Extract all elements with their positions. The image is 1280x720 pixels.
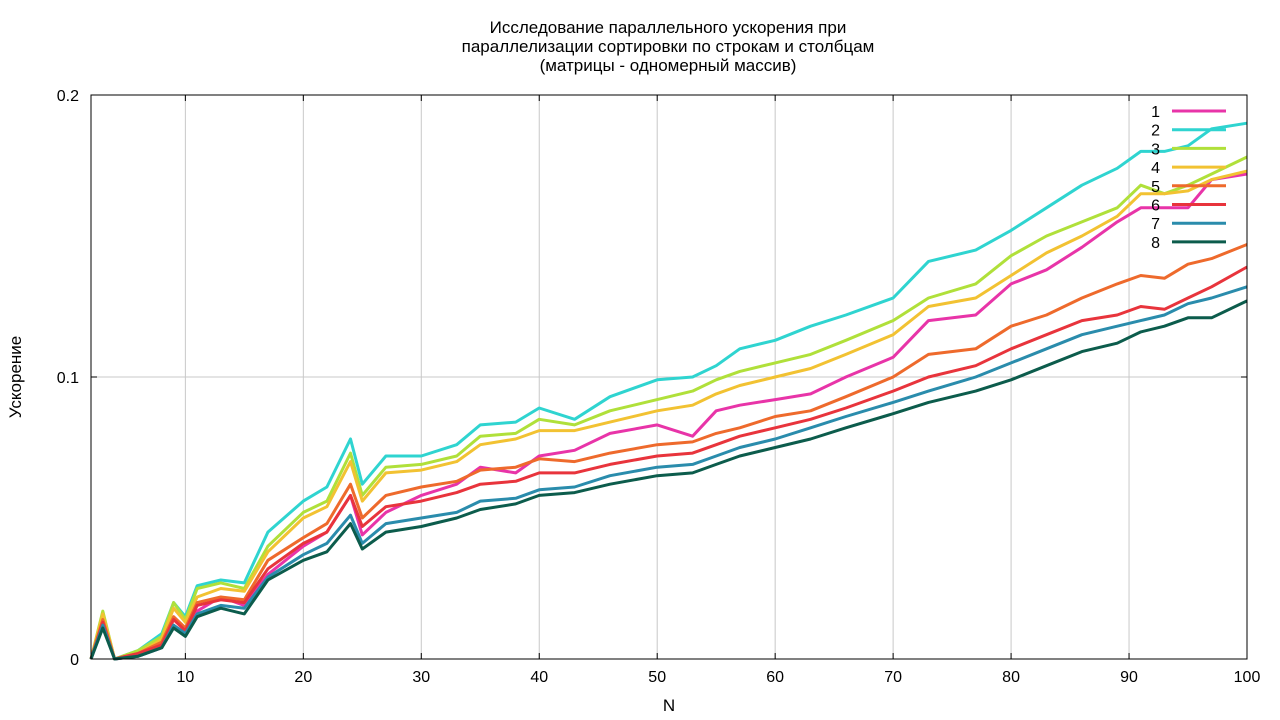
y-tick-label: 0.1 <box>57 370 79 387</box>
x-tick-label: 60 <box>766 669 784 686</box>
x-tick-label: 80 <box>1002 669 1020 686</box>
legend-label: 8 <box>1151 235 1160 252</box>
series-line-6 <box>89 265 1248 661</box>
x-tick-label: 20 <box>294 669 312 686</box>
chart-title-line: параллелизации сортировки по строкам и с… <box>462 37 875 56</box>
x-tick-label: 50 <box>648 669 666 686</box>
legend-label: 7 <box>1151 216 1160 233</box>
series-line-8 <box>89 299 1248 661</box>
legend-label: 1 <box>1151 104 1160 121</box>
x-axis-label: N <box>663 696 675 715</box>
x-tick-label: 30 <box>412 669 430 686</box>
x-tick-label: 70 <box>884 669 902 686</box>
legend-label: 5 <box>1151 179 1160 196</box>
series-line-5 <box>89 243 1248 661</box>
chart-title-line: Исследование параллельного ускорения при <box>490 18 847 37</box>
y-tick-label: 0 <box>70 652 79 669</box>
legend-label: 6 <box>1151 198 1160 215</box>
x-tick-label: 40 <box>530 669 548 686</box>
chart-title: Исследование параллельного ускорения при… <box>462 18 875 75</box>
legend-label: 4 <box>1151 160 1160 177</box>
series-line-7 <box>89 285 1248 661</box>
series-line-4 <box>89 169 1248 661</box>
x-tick-label: 100 <box>1234 669 1261 686</box>
series-lines <box>89 121 1248 661</box>
x-tick-label: 90 <box>1120 669 1138 686</box>
legend-label: 2 <box>1151 123 1160 140</box>
series-line-3 <box>89 155 1248 661</box>
x-tick-label: 10 <box>176 669 194 686</box>
axis-ticks: 10 20 30 40 50 60 70 80 90 100 0 0.1 0.2 <box>57 88 1261 686</box>
chart-title-line: (матрицы - одномерный массив) <box>540 56 797 75</box>
legend-label: 3 <box>1151 141 1160 158</box>
y-axis-label: Ускорение <box>6 336 25 419</box>
y-tick-label: 0.2 <box>57 88 79 105</box>
